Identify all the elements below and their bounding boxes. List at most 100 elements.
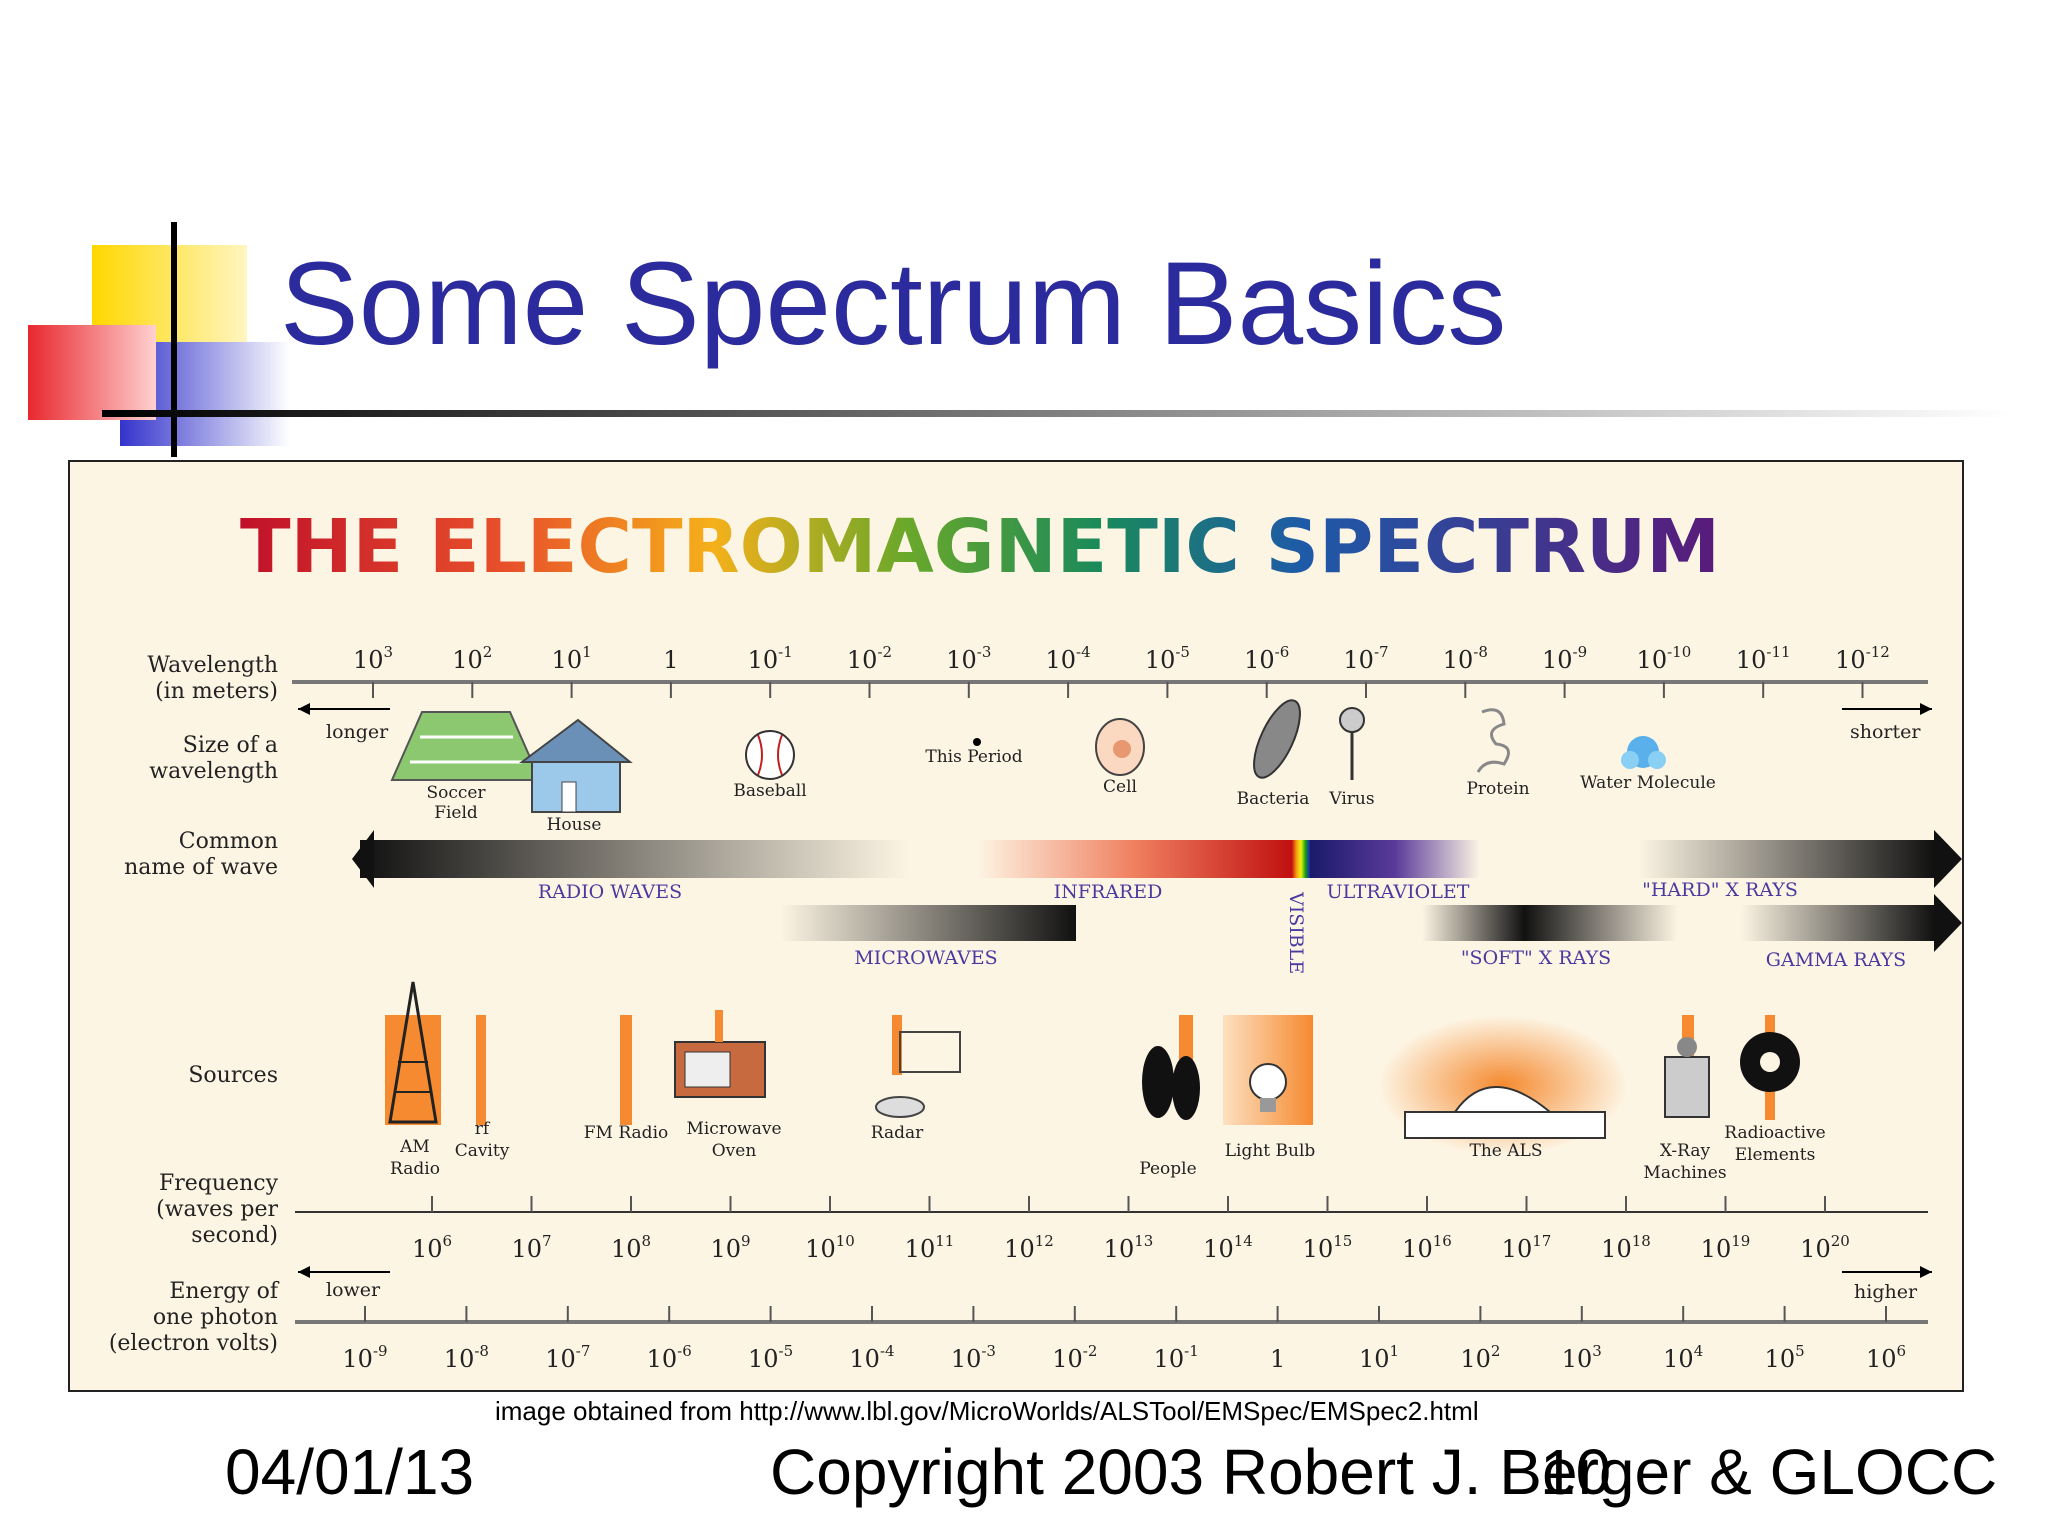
tick-label: 106: [1866, 1342, 1906, 1373]
lower-arrowhead: [298, 1266, 310, 1278]
period-dot-icon: [973, 738, 981, 746]
hard-xray-label: "HARD" X RAYS: [1642, 879, 1798, 901]
label-frequency: Frequency: [159, 1171, 279, 1196]
tick-label: 1011: [905, 1232, 955, 1263]
tick-label: 103: [1562, 1342, 1602, 1373]
label-wavelength-unit: (in meters): [155, 679, 278, 704]
rf-label: rf: [475, 1119, 491, 1139]
radio-band: [360, 840, 910, 878]
slide-title: Some Spectrum Basics: [280, 238, 1507, 370]
tick-label: 1019: [1701, 1232, 1751, 1263]
tick-label: 10-2: [847, 643, 892, 674]
tick-label: 10-11: [1736, 643, 1791, 674]
tick-label: 10-6: [647, 1342, 692, 1373]
am-radio-tower-icon: [385, 981, 441, 1125]
wavelength-ticks: 103 102 101 1 10-1 10-2 10-3 10-4 10-5 10-6 10-7 10…: [353, 643, 1890, 698]
tick-label: 10-10: [1637, 643, 1692, 674]
als-synchrotron-icon: [1378, 1015, 1628, 1155]
tick-label: 105: [1765, 1342, 1805, 1373]
higher-label: higher: [1854, 1281, 1918, 1303]
visible-label: VISIBLE: [1285, 891, 1307, 974]
tick-label: 1013: [1104, 1232, 1154, 1263]
label-size-2: wavelength: [149, 759, 278, 784]
tick-label: 1014: [1203, 1232, 1253, 1263]
tick-label: 1: [1270, 1345, 1285, 1373]
microwaves-label: MICROWAVES: [854, 947, 997, 969]
fm-radio-icon: [620, 1015, 632, 1125]
water-label: Water Molecule: [1580, 773, 1716, 793]
longer-label: longer: [326, 721, 389, 743]
tick-label: 10-8: [1443, 643, 1488, 674]
period-label: This Period: [925, 747, 1022, 767]
hard-xray-arrowhead: [1934, 830, 1962, 888]
soccer-label: Soccer: [426, 783, 486, 803]
horizontal-rule: [102, 410, 2012, 417]
page-number: 10: [1540, 1436, 1612, 1508]
higher-arrowhead: [1920, 1266, 1932, 1278]
bacteria-label: Bacteria: [1237, 789, 1310, 809]
cell-label: Cell: [1103, 777, 1137, 797]
lower-label: lower: [326, 1279, 381, 1301]
protein-icon: [1476, 708, 1510, 773]
microwave-band: [780, 905, 1076, 941]
people-icon: [1142, 1015, 1200, 1120]
footer-date: 04/01/13: [225, 1436, 475, 1508]
soft-xray-band: [1422, 905, 1678, 941]
tick-label: 1016: [1402, 1232, 1452, 1263]
soft-xray-label: "SOFT" X RAYS: [1461, 947, 1611, 969]
label-frequency-2: (waves per: [156, 1197, 278, 1222]
spectrum-figure: THE ELECTROMAGNETIC SPECTRUM Wavelength …: [68, 460, 1964, 1392]
vertical-rule: [171, 222, 177, 457]
tick-label: 101: [1359, 1342, 1399, 1373]
label-energy-3: (electron volts): [109, 1331, 278, 1356]
tick-label: 109: [710, 1232, 750, 1263]
house-icon: [519, 718, 633, 813]
visible-band: [1292, 840, 1310, 878]
house-label: House: [547, 815, 602, 835]
tick-label: 106: [412, 1232, 452, 1263]
shorter-arrowhead: [1920, 703, 1932, 715]
tick-label: 1: [663, 646, 678, 674]
radio-arrowhead: [352, 830, 374, 888]
image-credit: image obtained from http://www.lbl.gov/M…: [495, 1396, 1479, 1426]
rf-label-2: Cavity: [455, 1141, 510, 1161]
slide-decoration: [28, 222, 2012, 457]
tick-label: 10-1: [748, 643, 793, 674]
tick-label: 1015: [1303, 1232, 1353, 1263]
bacteria-icon: [1253, 699, 1301, 779]
label-sources: Sources: [188, 1063, 278, 1088]
soccer-label-2: Field: [434, 803, 478, 823]
cell-icon: [1095, 718, 1145, 776]
energy-ticks: 10-9 10-8 10-7 10-6 10-5 10-4 10-3 10-2 10-1 1 101…: [342, 1306, 1906, 1373]
tick-label: 104: [1663, 1342, 1703, 1373]
tick-label: 10-12: [1835, 643, 1890, 674]
tick-label: 107: [511, 1232, 551, 1263]
tick-label: 10-4: [849, 1342, 894, 1373]
am-label: AM: [399, 1137, 430, 1157]
spectrum-diagram: THE ELECTROMAGNETIC SPECTRUM Wavelength …: [109, 504, 1962, 1373]
red-square: [28, 325, 156, 420]
tick-label: 1020: [1800, 1232, 1850, 1263]
protein-label: Protein: [1466, 779, 1529, 799]
label-energy: Energy of: [169, 1279, 280, 1304]
tick-label: 10-8: [444, 1342, 489, 1373]
als-label: The ALS: [1470, 1141, 1543, 1161]
tick-label: 10-1: [1154, 1342, 1199, 1373]
gamma-arrowhead: [1934, 894, 1962, 952]
fm-label: FM Radio: [584, 1123, 669, 1143]
label-common: Common: [179, 829, 278, 854]
tick-label: 103: [353, 643, 393, 674]
microwave-oven-label: Microwave: [686, 1119, 781, 1139]
bulb-label: Light Bulb: [1225, 1141, 1316, 1161]
tick-label: 10-3: [951, 1342, 996, 1373]
xray-machine-icon: [1664, 1015, 1710, 1118]
tick-label: 10-7: [545, 1342, 590, 1373]
radioactive-label-2: Elements: [1735, 1145, 1816, 1165]
infrared-label: INFRARED: [1054, 881, 1163, 903]
label-size: Size of a: [183, 733, 278, 758]
tick-label: 1017: [1502, 1232, 1552, 1263]
rf-cavity-icon: [476, 1015, 486, 1125]
label-energy-2: one photon: [153, 1305, 278, 1330]
longer-arrowhead: [298, 703, 310, 715]
shorter-label: shorter: [1850, 721, 1921, 743]
